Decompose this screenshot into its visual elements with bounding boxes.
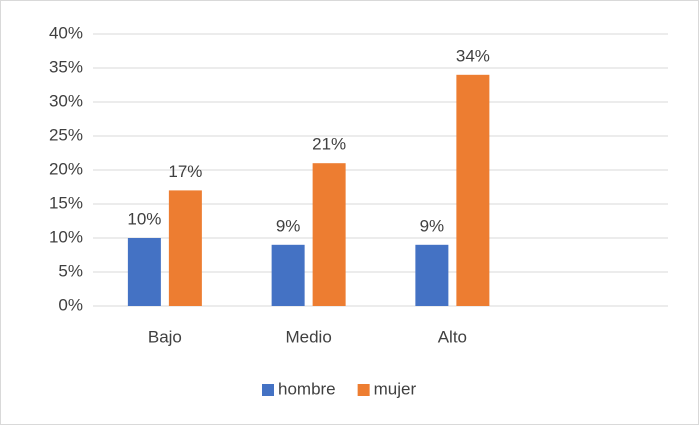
x-tick-label: Alto — [438, 327, 467, 346]
bar — [312, 163, 346, 306]
data-label: 21% — [312, 135, 346, 154]
data-label: 9% — [276, 216, 301, 235]
bar — [127, 238, 161, 306]
y-tick-label: 20% — [49, 159, 83, 178]
data-label: 10% — [127, 209, 161, 228]
legend-label: hombre — [278, 379, 336, 398]
y-tick-label: 0% — [58, 295, 83, 314]
y-tick-label: 40% — [49, 23, 83, 42]
legend-label: mujer — [374, 379, 417, 398]
x-tick-label: Bajo — [148, 327, 182, 346]
y-tick-label: 30% — [49, 91, 83, 110]
y-tick-label: 10% — [49, 227, 83, 246]
data-label: 17% — [168, 162, 202, 181]
bar — [456, 74, 490, 306]
data-label: 34% — [456, 46, 490, 65]
bar — [271, 244, 305, 306]
x-tick-label: Medio — [285, 327, 331, 346]
legend-swatch — [262, 384, 274, 396]
y-tick-label: 15% — [49, 193, 83, 212]
bar — [415, 244, 449, 306]
y-tick-label: 5% — [58, 261, 83, 280]
y-tick-label: 25% — [49, 125, 83, 144]
bar — [168, 190, 202, 306]
y-tick-label: 35% — [49, 57, 83, 76]
legend-swatch — [357, 384, 370, 396]
data-label: 9% — [420, 216, 445, 235]
